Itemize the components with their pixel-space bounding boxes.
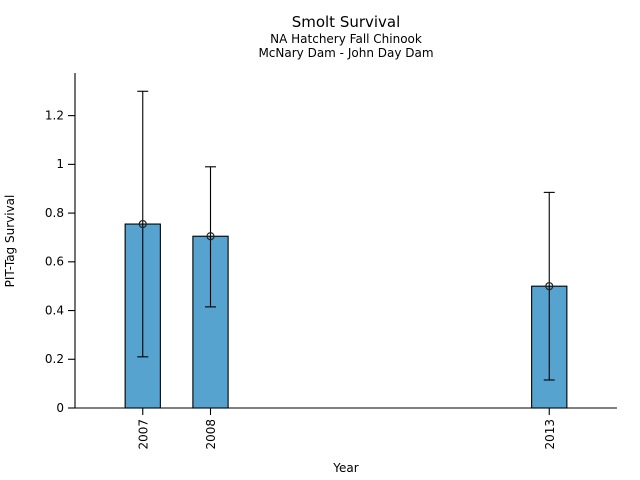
y-axis-title: PIT-Tag Survival	[3, 195, 17, 288]
x-tick-label-2007: 2007	[136, 419, 150, 450]
y-tick-label: 1	[56, 157, 64, 171]
x-tick-label-2013: 2013	[543, 419, 557, 450]
chart-subtitle-line2: McNary Dam - John Day Dam	[258, 46, 433, 60]
y-tick-label: 1.2	[45, 108, 64, 122]
point-marker-2013	[545, 282, 554, 291]
x-tick-label-2008: 2008	[204, 419, 218, 450]
chart-subtitle-line1: NA Hatchery Fall Chinook	[270, 32, 422, 46]
y-tick-label: 0.6	[45, 255, 64, 269]
chart-title: Smolt Survival	[292, 13, 401, 31]
x-axis-title: Year	[332, 461, 358, 475]
plot-area: 0 0.2 0.4 0.6 0.8 1 1.2 2007 2008 2013	[45, 73, 617, 450]
point-marker-2007	[138, 219, 147, 229]
y-tick-label: 0	[56, 401, 64, 415]
y-tick-label: 0.2	[45, 352, 64, 366]
y-tick-label: 0.4	[45, 303, 64, 317]
y-tick-label: 0.8	[45, 206, 64, 220]
point-marker-2008	[206, 232, 215, 241]
